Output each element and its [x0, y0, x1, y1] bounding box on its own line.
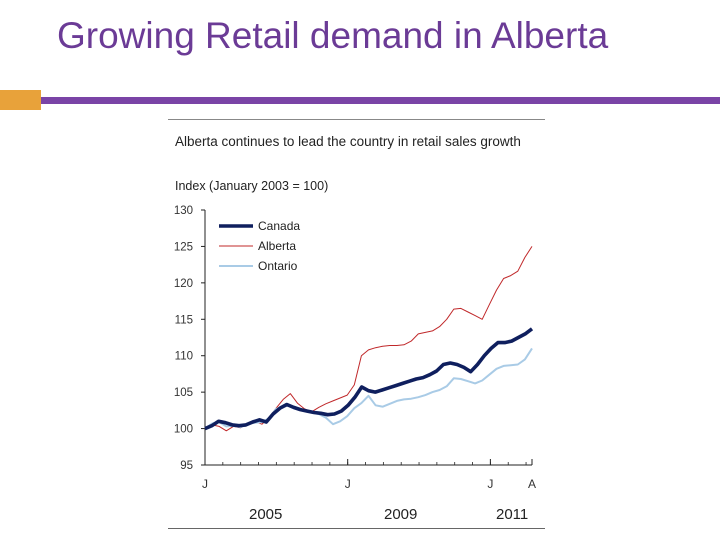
slide-title: Growing Retail demand in Alberta	[57, 15, 609, 56]
legend-label-alberta: Alberta	[258, 239, 296, 253]
year-label-2005: 2005	[249, 506, 283, 523]
x-tick-label: A	[528, 477, 536, 491]
series-line-ontario	[204, 347, 533, 430]
y-tick-label: 130	[174, 205, 193, 217]
y-tick-label: 120	[174, 278, 193, 290]
year-label-2009: 2009	[384, 506, 418, 523]
y-tick-label: 105	[174, 387, 193, 399]
chart-top-rule	[168, 119, 545, 120]
y-tick-label: 115	[175, 314, 193, 326]
y-tick-label: 100	[174, 424, 193, 436]
legend-label-canada: Canada	[258, 219, 300, 233]
series-line-canada	[204, 327, 534, 431]
x-tick-label: J	[202, 477, 208, 491]
y-tick-label: 95	[180, 460, 193, 472]
x-tick-label: J	[487, 477, 493, 491]
y-tick-label: 125	[174, 241, 193, 253]
title-underline-bar	[41, 97, 720, 104]
x-tick-label: J	[345, 477, 351, 491]
chart-bottom-rule	[168, 528, 545, 529]
chart-title: Alberta continues to lead the country in…	[175, 134, 521, 149]
y-axis-label: Index (January 2003 = 100)	[175, 179, 329, 193]
year-label-2011: 2011	[496, 506, 529, 523]
title-accent-block	[0, 90, 41, 110]
line-chart: 95 100 105 110 115 120 125 130 J J J A Canada Alberta…	[174, 205, 536, 491]
legend-label-ontario: Ontario	[258, 259, 298, 273]
series-line-alberta	[204, 246, 533, 432]
y-tick-label: 110	[175, 351, 193, 363]
